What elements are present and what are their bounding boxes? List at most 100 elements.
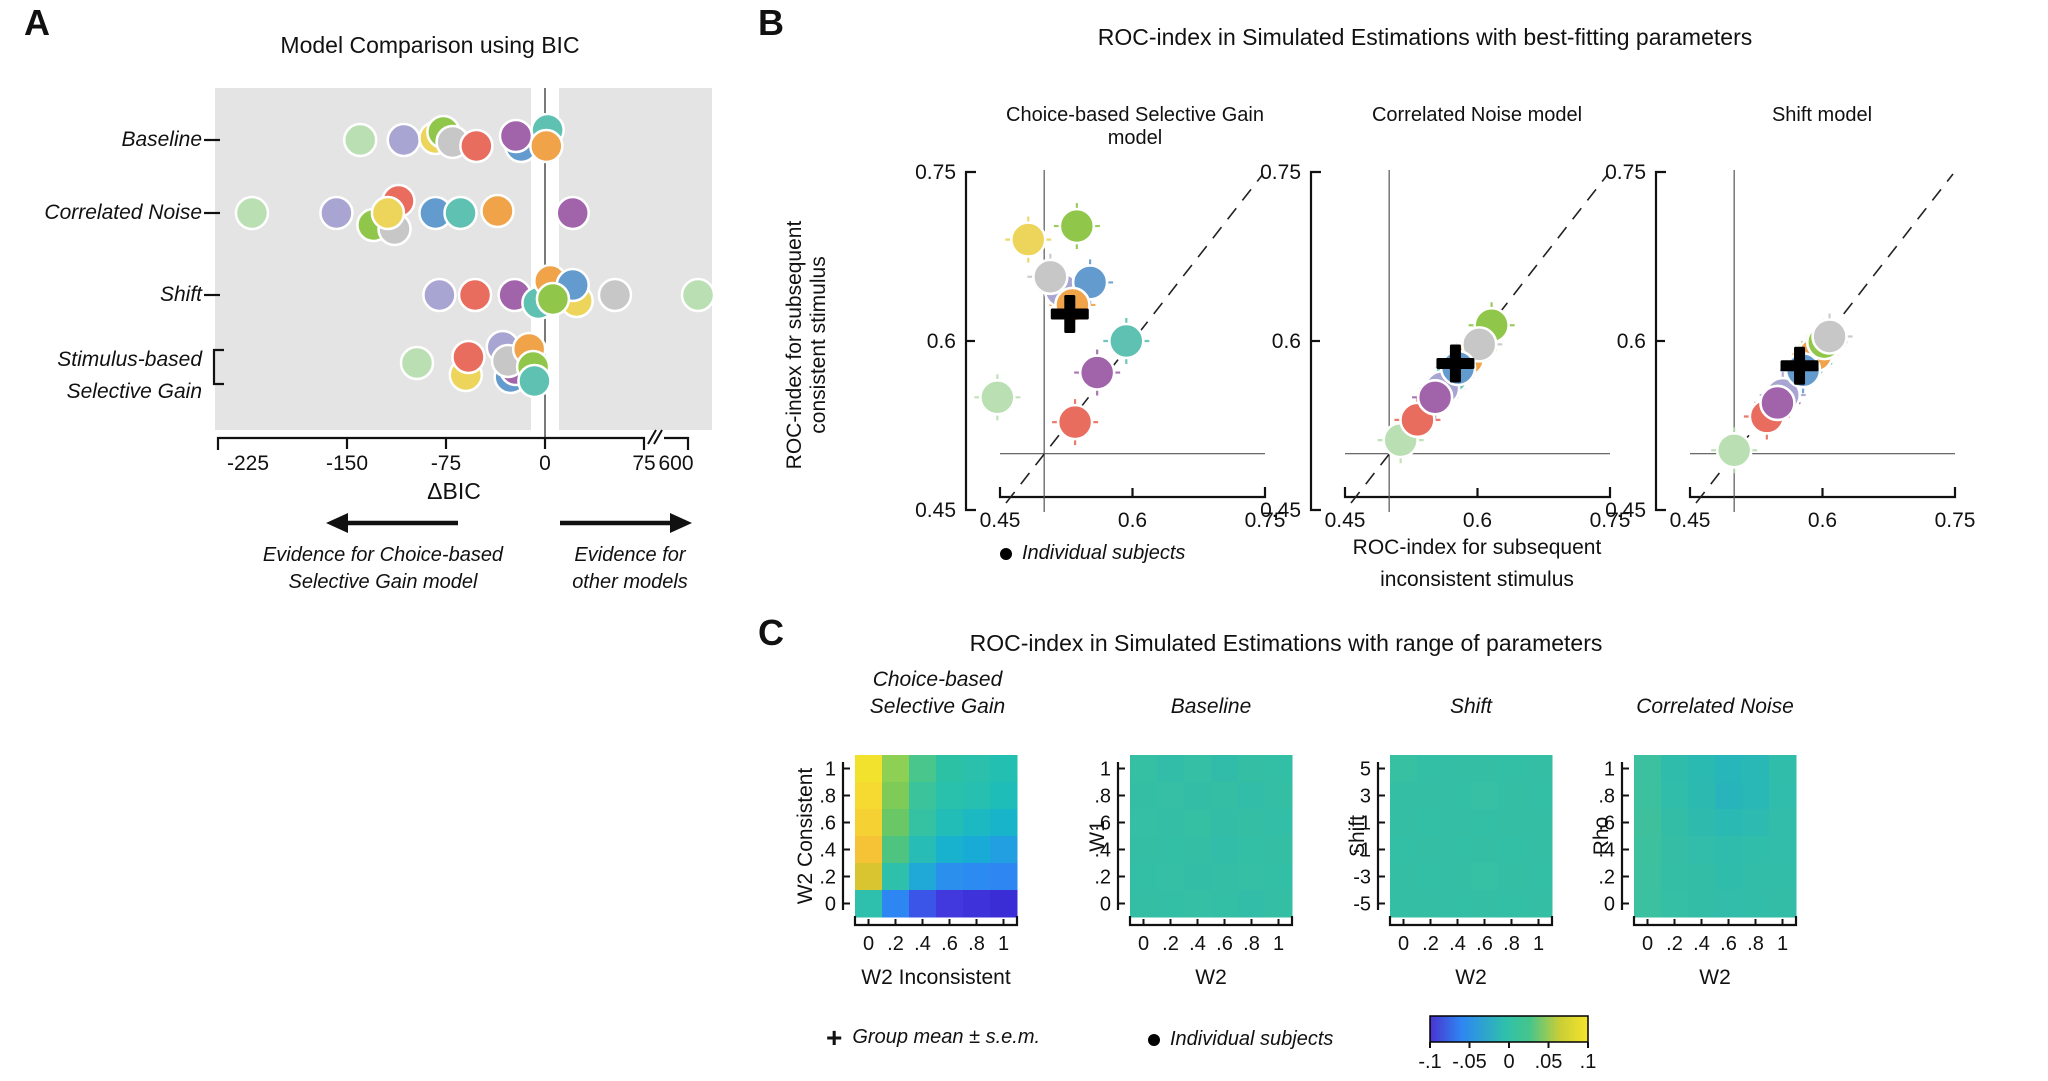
panelB-scatter-1: 0.45 0.6 0.75 0.45 0.6 0.75 (915, 161, 1285, 532)
heatmap-cell (1498, 782, 1526, 810)
svg-text:0.45: 0.45 (980, 509, 1021, 532)
group-mean-cross-icon: + (826, 1021, 843, 1053)
heatmap-cell (1130, 782, 1158, 810)
heatmap1-xaxis-title: W2 Inconsistent (861, 966, 1011, 989)
heatmap3-yaxis-title: Shift (1345, 814, 1369, 858)
heatmap-cell (1525, 782, 1553, 810)
heatmap-cell (1715, 809, 1743, 837)
heatmap-cell (963, 755, 991, 783)
svg-text:0: 0 (1604, 894, 1615, 916)
group-mean-cross (1780, 346, 1819, 385)
svg-text:.2: .2 (1598, 867, 1615, 889)
svg-text:75: 75 (632, 452, 655, 475)
svg-text:.8: .8 (1503, 933, 1520, 955)
cells (855, 755, 1018, 918)
svg-text:.2: .2 (1162, 933, 1179, 955)
panelA-dots (234, 112, 716, 399)
heatmap-cell (855, 782, 883, 810)
roc-dot-gray (1032, 258, 1069, 296)
panelB-scatter-2: 0.45 0.6 0.75 0.45 0.6 0.75 (1260, 161, 1630, 532)
heatmap-cell (1238, 782, 1266, 810)
heatmap-cell (855, 755, 883, 783)
svg-text:1: 1 (1777, 933, 1788, 955)
heatmap-cell (1525, 863, 1553, 891)
svg-text:-225: -225 (227, 452, 269, 475)
panel-b-yaxis-title-line1: ROC-index for subsequent (782, 220, 806, 470)
bic-dot-lavender (319, 195, 354, 231)
panelA-xaxis: -225 -150 -75 0 75 600 (216, 429, 694, 475)
row-label-correlated-noise: Correlated Noise (44, 201, 202, 224)
heatmap-cell (1661, 836, 1689, 864)
heatmap-cell (1238, 809, 1266, 837)
scatter2-title: Correlated Noise model (1371, 104, 1583, 126)
panelC-heatmap-4: 1 .8 .6 .4 .2 0 0 .2 .4 .6 .8 1 (1598, 755, 1798, 955)
svg-text:.6: .6 (941, 933, 958, 955)
group-mean-cross (1436, 344, 1475, 383)
row-label-shift: Shift (159, 283, 202, 306)
svg-text:.6: .6 (1598, 813, 1615, 835)
panel-b-yaxis-title: ROC-index for subsequent consistent stim… (783, 135, 831, 555)
svg-text:0.75: 0.75 (1245, 509, 1286, 532)
svg-text:0: 0 (825, 894, 836, 916)
heatmap-cell (1769, 809, 1797, 837)
panel-b-legend: Individual subjects (1000, 542, 1185, 565)
heatmap-cell (1634, 890, 1662, 918)
svg-text:.8: .8 (819, 786, 836, 808)
heatmap-cell (1688, 809, 1716, 837)
heatmap-cell (1688, 890, 1716, 918)
heatmap-cell (1211, 809, 1239, 837)
panelC-heatmap-2: 1 .8 .6 .4 .2 0 0 .2 .4 .6 .8 1 (1094, 755, 1294, 955)
svg-text:.4: .4 (819, 840, 836, 862)
panel-b-yaxis-title-line2: consistent stimulus (807, 256, 830, 434)
svg-text:1: 1 (1533, 933, 1544, 955)
heatmap-cell (1417, 782, 1445, 810)
heatmap-cell (1742, 755, 1770, 783)
heatmap-cell (1688, 836, 1716, 864)
svg-text:-.1: -.1 (1418, 1051, 1441, 1073)
svg-text:0.6: 0.6 (1272, 330, 1301, 353)
heatmap-cell (1265, 836, 1293, 864)
heatmap-cell (990, 863, 1018, 891)
bic-dot-palegreen (399, 345, 435, 381)
heatmap-cell (1157, 782, 1185, 810)
svg-text:-3: -3 (1353, 867, 1371, 889)
heatmap-cell (1715, 890, 1743, 918)
panel-c-legend-individual: Individual subjects (1148, 1028, 1333, 1051)
heatmap-cell (1742, 809, 1770, 837)
svg-text:-1: -1 (1353, 840, 1371, 862)
svg-text:0.6: 0.6 (927, 330, 956, 353)
heatmap-cell (1444, 836, 1472, 864)
svg-text:-75: -75 (431, 452, 461, 475)
heatmap-cell (1157, 755, 1185, 783)
svg-text:.6: .6 (1720, 933, 1737, 955)
heatmap-cell (990, 836, 1018, 864)
svg-text:.2: .2 (1666, 933, 1683, 955)
heatmap-cell (855, 809, 883, 837)
heatmap-cell (1390, 809, 1418, 837)
heatmap2-xaxis-title: W2 (1195, 966, 1227, 989)
svg-text:.2: .2 (1094, 867, 1111, 889)
heatmap-cell (963, 863, 991, 891)
heatmap-cell (1634, 755, 1662, 783)
heatmap-cell (1265, 863, 1293, 891)
heatmap-cell (1417, 863, 1445, 891)
panel-a-title: Model Comparison using BIC (280, 32, 580, 58)
heatmap-cell (1157, 863, 1185, 891)
heatmap-cell (1715, 836, 1743, 864)
roc-dot-gray (1460, 326, 1498, 363)
panel-c-legend-individual-label: Individual subjects (1170, 1028, 1334, 1050)
panel-a-xaxis-title: ΔBIC (427, 478, 481, 504)
heatmap-cell (855, 836, 883, 864)
heatmap-cell (1238, 836, 1266, 864)
heatmap-cell (1742, 836, 1770, 864)
svg-text:.2: .2 (1422, 933, 1439, 955)
subject-dots (979, 207, 1145, 441)
panelC-heatmap-1: 1 .8 .6 .4 .2 0 0 .2 .4 .6 .8 1 (819, 755, 1019, 955)
heatmap1-title-line2: Selective Gain (869, 695, 1006, 718)
svg-text:0.75: 0.75 (915, 161, 956, 184)
heatmap-cell (1184, 863, 1212, 891)
heatmap-cell (855, 863, 883, 891)
heatmap-cell (909, 782, 937, 810)
